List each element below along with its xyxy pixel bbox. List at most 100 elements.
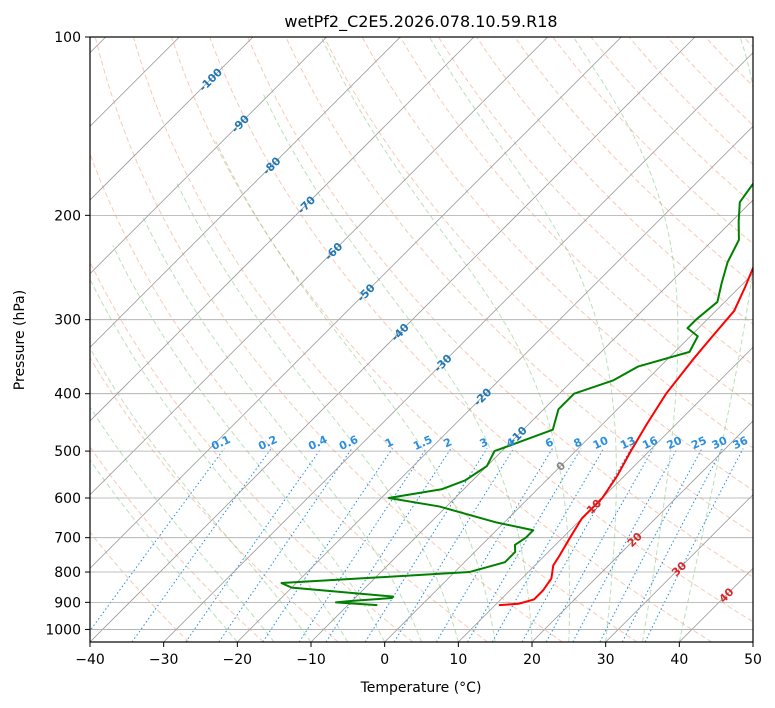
moist-adiabat (572, 37, 679, 642)
mixing-ratio-label: 20 (665, 434, 685, 452)
isotherm-line (90, 37, 696, 642)
isotherm-label: -100 (196, 65, 225, 94)
dry-adiabat (514, 37, 753, 285)
line-labels: 0.1 0.2 0.4 0.6 1 1.5 2 3 4 6 8 10 13 16 20 25 30 36-100-… (196, 65, 750, 605)
x-tick-label: −20 (223, 652, 253, 668)
isotherm-label: 0 (554, 459, 569, 474)
isotherm-label: -40 (389, 321, 412, 344)
isotherm-line (679, 567, 753, 642)
dry-adiabat (90, 356, 339, 642)
mixing-ratio-label: 30 (710, 434, 730, 452)
dry-adiabat (94, 37, 563, 642)
mixing-ratio-label: 25 (689, 434, 708, 452)
dewpoint-profile (280, 182, 753, 607)
dry-adiabat (209, 37, 753, 623)
mixing-ratio-line (599, 448, 703, 642)
mixing-ratio-line (491, 448, 605, 642)
isotherm-label: 20 (625, 530, 645, 550)
isotherm-label: -50 (355, 281, 378, 304)
dry-adiabat (285, 37, 753, 535)
dry-adiabat (90, 152, 488, 642)
mixing-ratio-line (393, 448, 515, 642)
isotherm-line (310, 199, 753, 642)
dry-adiabat (704, 37, 753, 87)
y-tick-label: 900 (54, 595, 81, 611)
isotherm-line (90, 37, 622, 569)
dry-adiabat (132, 37, 638, 642)
y-tick-label: 500 (54, 444, 81, 460)
temperature-profile (498, 266, 753, 607)
isotherm-line (90, 37, 548, 496)
isotherm-label: -90 (229, 112, 252, 135)
y-tick-label: 200 (54, 208, 81, 224)
x-tick-label: −10 (296, 652, 326, 668)
moist-adiabat (90, 278, 349, 642)
mixing-ratio-line (298, 448, 427, 642)
isotherm-line (163, 52, 753, 642)
mixing-ratio-label: 0.4 (306, 433, 329, 453)
x-tick-label: 0 (380, 652, 389, 668)
y-axis: 100 200 300 400 500 600 700 800 900 1000 (45, 30, 90, 638)
moist-adiabat (90, 406, 275, 642)
x-tick-label: −30 (149, 652, 179, 668)
isotherm-line (605, 494, 753, 642)
x-tick-label: 10 (449, 652, 467, 668)
y-axis-label: Pressure (hPa) (12, 290, 28, 390)
mixing-ratio-line (364, 448, 488, 642)
profile-lines (280, 182, 753, 607)
isotherm-line (90, 37, 401, 348)
dry-adiabat (666, 37, 753, 126)
isotherm-line (90, 37, 475, 422)
dry-adiabat (323, 37, 753, 491)
mixing-ratio-label: 1 (383, 435, 395, 450)
mixing-ratio-label: 0.2 (256, 433, 279, 453)
mixing-ratio-label: 3 (478, 435, 490, 450)
x-tick-label: 20 (523, 652, 541, 668)
dry-adiabat (743, 37, 753, 48)
mixing-ratio-label: 10 (591, 434, 611, 452)
isotherm-line (90, 37, 327, 275)
isotherm-label: -60 (322, 240, 345, 263)
mixing-ratio-line (435, 448, 553, 642)
dry-adiabat (90, 446, 264, 642)
chart-title: wetPf2_C2E5.2026.078.10.59.R18 (284, 12, 557, 32)
dry-adiabat (171, 37, 713, 642)
mixing-ratio-line (218, 448, 353, 642)
isotherm-line (90, 37, 254, 201)
dry-adiabat (90, 260, 414, 642)
dry-adiabat (399, 37, 753, 407)
plot-frame (89, 36, 754, 643)
mixing-ratio-label: 0.1 (209, 433, 232, 453)
mixing-ratio-line (621, 448, 723, 642)
dry-adiabat (438, 37, 753, 366)
y-tick-label: 100 (54, 30, 81, 46)
moist-adiabat (678, 37, 753, 642)
y-tick-label: 700 (54, 531, 81, 547)
mixing-ratio-label: 0.6 (337, 433, 360, 453)
moist-adiabat (90, 459, 238, 642)
x-axis: −40 −30 −20 −10 0 10 20 30 40 50 (75, 642, 762, 668)
y-tick-label: 800 (54, 565, 81, 581)
isotherm-label: -20 (471, 385, 494, 408)
y-tick-label: 1000 (45, 622, 81, 638)
isotherm-label: 30 (669, 559, 689, 579)
mixing-ratio-line (185, 448, 322, 642)
mixing-ratio-line (325, 448, 452, 642)
isotherm-label: -80 (260, 154, 283, 177)
mixing-ratio-line (90, 448, 225, 632)
moist-adiabat (175, 180, 459, 642)
background-lines (90, 37, 753, 642)
x-tick-label: 40 (670, 652, 688, 668)
moist-adiabat (320, 37, 571, 642)
x-axis-label: Temperature (°C) (360, 680, 482, 696)
y-tick-label: 600 (54, 491, 81, 507)
moist-adiabat (141, 215, 422, 642)
mixing-ratio-label: 1.5 (411, 433, 434, 453)
moist-adiabat (112, 245, 386, 642)
mixing-ratio-line (467, 448, 582, 642)
moist-adiabat (428, 37, 617, 642)
dry-adiabat (90, 531, 190, 642)
y-tick-label: 300 (54, 313, 81, 329)
mixing-ratio-line (131, 448, 272, 642)
